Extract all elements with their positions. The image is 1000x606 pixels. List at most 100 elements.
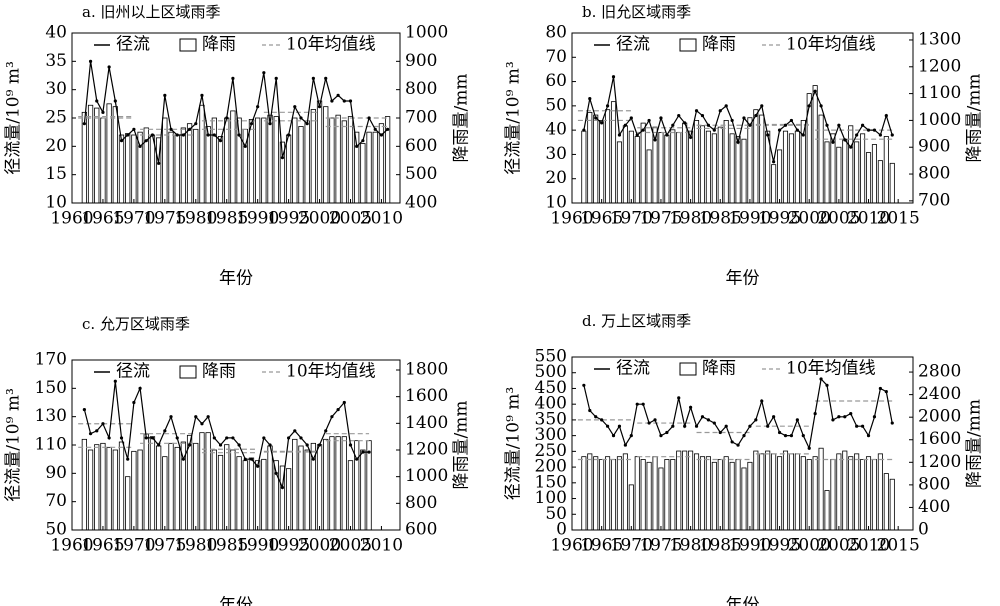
legend-label: 径流 — [616, 35, 650, 55]
runoff-point — [825, 123, 829, 127]
y-tick-label: 70 — [545, 47, 567, 67]
rain-bar — [759, 453, 765, 531]
legend-box — [179, 365, 197, 379]
runoff-point — [611, 434, 616, 438]
x-tick-label: 1960 — [550, 209, 593, 229]
rain-bar — [292, 117, 298, 204]
runoff-point — [101, 110, 105, 114]
runoff-point — [653, 418, 657, 422]
runoff-point — [138, 386, 142, 390]
rain-bar — [112, 449, 118, 531]
y-tick-label: 40 — [45, 23, 67, 43]
runoff-point — [187, 443, 192, 447]
runoff-point — [324, 76, 328, 80]
rain-bar — [634, 136, 640, 204]
rain-bar — [788, 453, 794, 531]
x-axis-label: 年份 — [726, 269, 760, 289]
rain-bar — [242, 460, 248, 531]
runoff-point — [712, 128, 716, 132]
rain-bar — [771, 453, 777, 531]
runoff-point — [623, 443, 627, 447]
runoff-point — [588, 408, 592, 413]
rain-bar — [836, 146, 842, 204]
runoff-point — [107, 436, 111, 440]
y-tick-label: 300 — [535, 425, 567, 445]
rain-bar — [753, 450, 759, 531]
runoff-point — [807, 446, 811, 450]
x-tick-label: 1965 — [580, 536, 623, 556]
runoff-point — [813, 412, 817, 416]
runoff-point — [611, 75, 616, 79]
y2-tick-label: 700 — [918, 190, 950, 210]
runoff-point — [379, 133, 384, 137]
x-tick-label: 2010 — [847, 209, 890, 229]
rain-bar — [794, 130, 800, 204]
runoff-point — [367, 450, 371, 454]
runoff-point — [730, 440, 734, 444]
rain-bar — [646, 461, 652, 531]
runoff-point — [748, 123, 752, 127]
runoff-point — [348, 443, 353, 447]
y2-tick-label: 0 — [918, 520, 929, 540]
rain-bar — [806, 459, 812, 531]
x-axis-label: 年份 — [219, 269, 253, 289]
legend-label: 径流 — [116, 35, 150, 55]
runoff-point — [866, 128, 871, 132]
runoff-point — [132, 400, 136, 405]
runoff-point — [82, 407, 86, 412]
y2-axis-label: 降雨量/mm — [965, 399, 985, 488]
runoff-point — [677, 113, 681, 118]
y-tick-label: 60 — [545, 71, 567, 91]
runoff-point — [361, 450, 365, 454]
rain-bar — [100, 442, 106, 531]
runoff-point — [659, 116, 663, 120]
rain-bar — [168, 131, 174, 204]
runoff-line — [583, 377, 893, 451]
rain-bar — [717, 459, 723, 531]
runoff-point — [777, 128, 782, 132]
x-tick-label: 2015 — [877, 536, 920, 556]
runoff-point — [280, 485, 285, 490]
runoff-point — [890, 133, 894, 137]
runoff-point — [194, 415, 198, 419]
rain-bar — [156, 445, 162, 531]
y2-tick-label: 1300 — [918, 29, 961, 49]
runoff-point — [206, 133, 210, 137]
runoff-point — [361, 139, 365, 143]
rain-bar — [217, 136, 224, 204]
x-axis-label: 年份 — [726, 596, 760, 606]
runoff-point — [169, 127, 173, 131]
rain-bar — [193, 442, 199, 531]
runoff-point — [677, 396, 681, 400]
runoff-point — [348, 99, 353, 103]
rain-bar — [131, 450, 137, 531]
runoff-point — [274, 471, 278, 475]
rain-bar — [211, 449, 217, 531]
x-tick-label: 1985 — [699, 536, 742, 556]
rain-bar — [162, 117, 168, 204]
rain-bar — [285, 134, 292, 204]
rain-bar — [782, 450, 789, 531]
rain-bar — [682, 450, 688, 531]
runoff-point — [594, 415, 598, 419]
rain-bar — [711, 461, 717, 531]
rain-bar — [267, 114, 273, 204]
x-tick-label: 1980 — [174, 536, 217, 556]
rain-bar — [94, 444, 100, 531]
runoff-point — [588, 96, 592, 101]
rain-bar — [285, 468, 292, 531]
rain-bar — [824, 490, 830, 531]
rain-bar — [889, 478, 895, 531]
rain-bar — [812, 456, 818, 531]
rain-bar — [699, 125, 706, 204]
runoff-point — [342, 400, 346, 405]
y2-tick-label: 1000 — [405, 23, 448, 43]
runoff-point — [249, 122, 254, 126]
rain-bar — [753, 109, 759, 204]
rain-bar — [347, 460, 354, 531]
runoff-point — [342, 99, 346, 103]
x-tick-label: 1995 — [267, 209, 310, 229]
y-tick-label: 20 — [545, 168, 567, 188]
x-tick-label: 1995 — [267, 536, 310, 556]
rain-bar — [248, 119, 255, 204]
